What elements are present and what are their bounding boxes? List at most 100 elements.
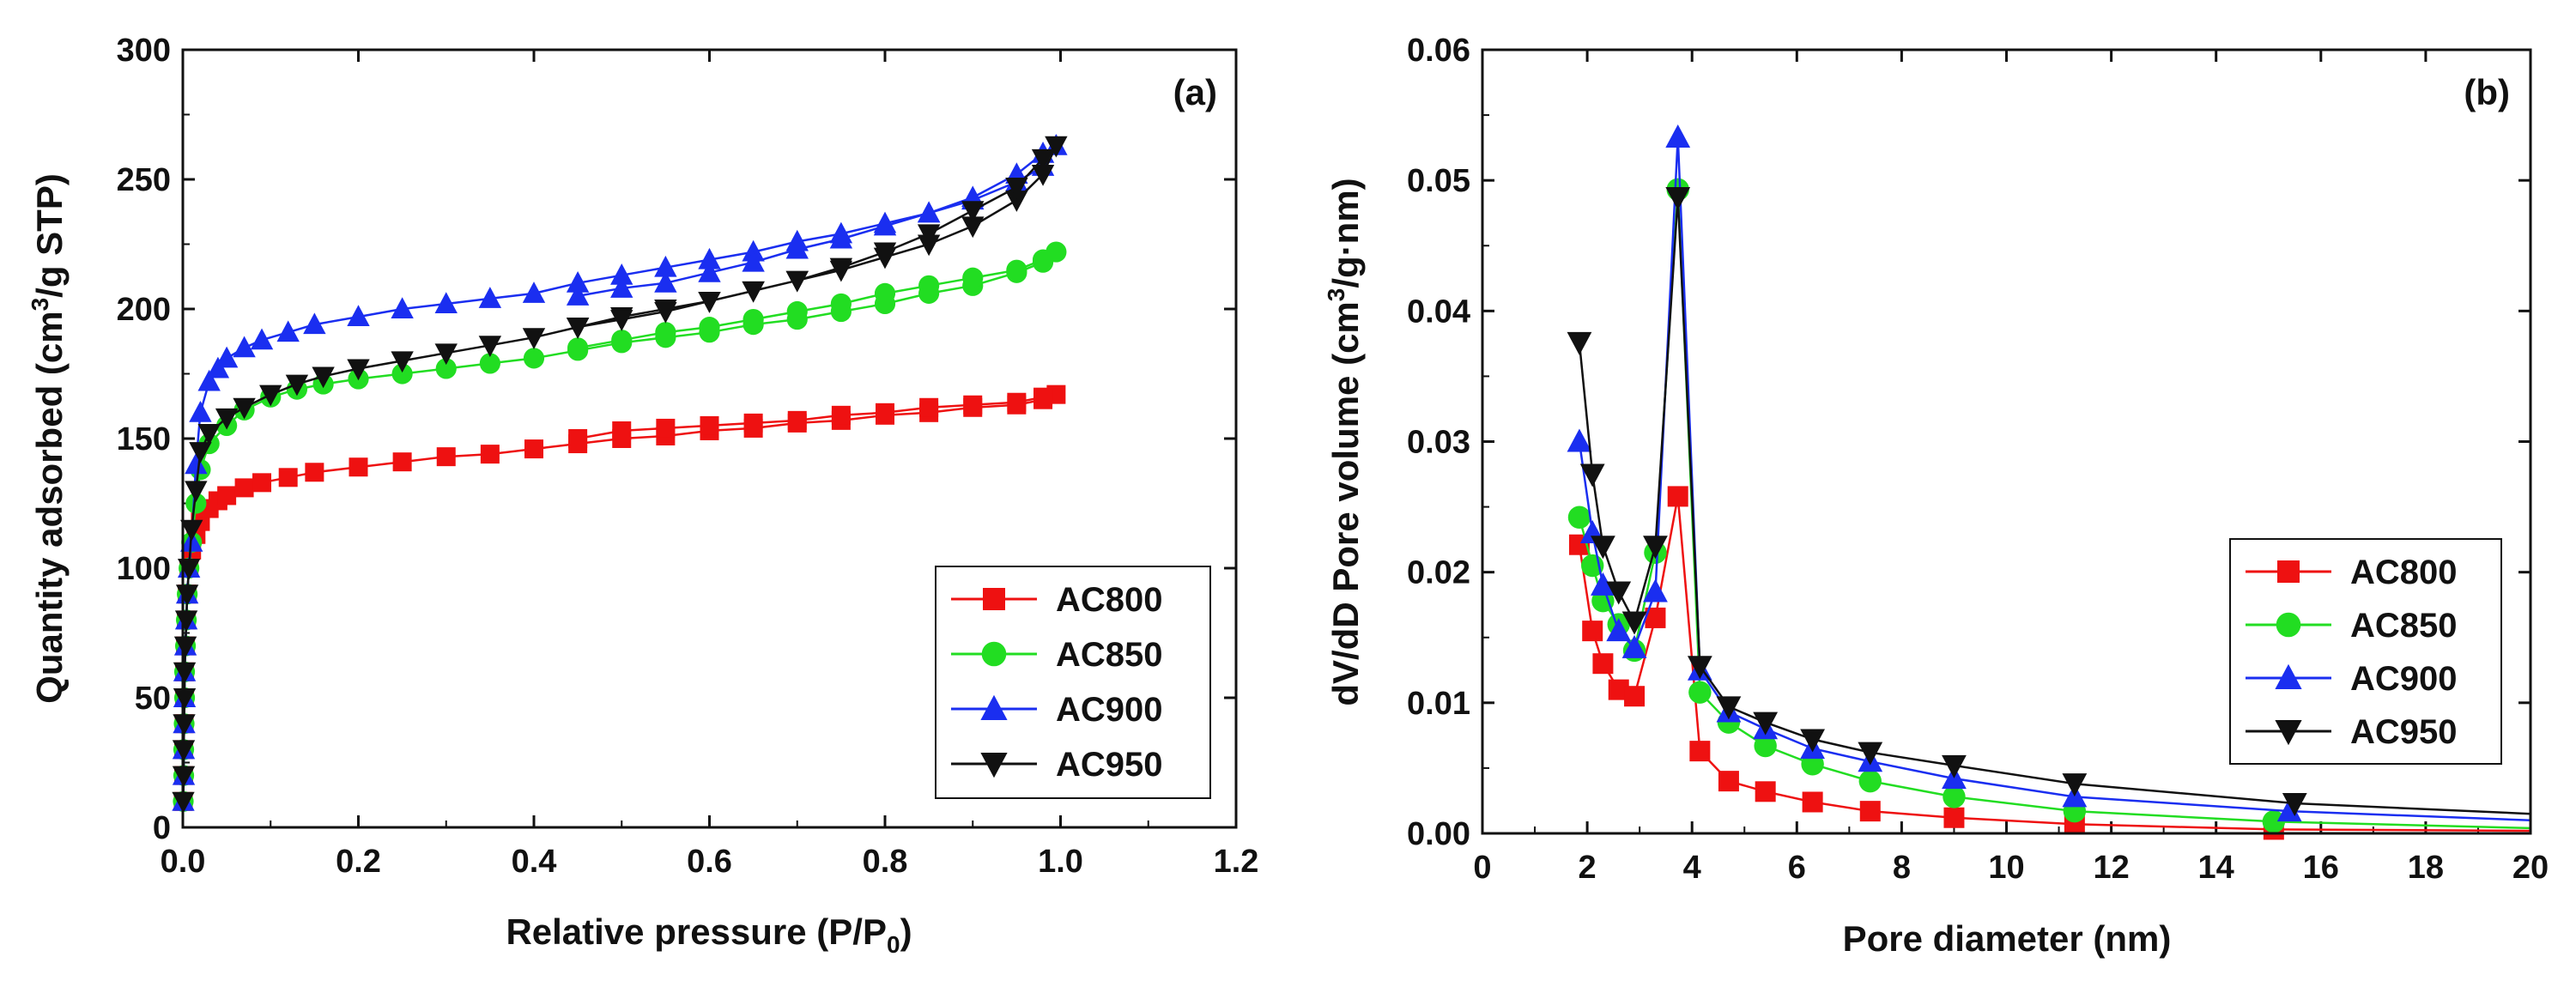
panel-b-ac850-line xyxy=(1578,189,2531,830)
panel-b-xtick-label: 12 xyxy=(2093,850,2129,886)
panel-b-ac950-point xyxy=(1567,331,1592,355)
panel-b-ac900-point xyxy=(1606,618,1632,642)
panel-a-legend-label: AC850 xyxy=(1056,636,1163,674)
panel-a-ac950-point xyxy=(742,281,765,303)
panel-a-ac900-point xyxy=(654,271,677,293)
panel-b-ac800-point xyxy=(1592,653,1614,675)
panel-a-ac800-point xyxy=(349,457,368,477)
panel-b-ac950-point xyxy=(1579,463,1605,487)
panel-a: (a) 0.0 0.2 0.4 0.6 0.8 1.0 1.2 0 50 100 150 200 25… xyxy=(27,33,1258,958)
panel-b-legend-label: AC950 xyxy=(2350,713,2458,751)
panel-a-ac850-point xyxy=(742,308,764,330)
panel-b-legend-box xyxy=(2229,538,2502,765)
panel-a-ac950-point xyxy=(566,318,590,339)
panel-b-ac800-point xyxy=(1943,807,1965,828)
panel-a-ac850-point xyxy=(830,293,852,315)
panel-b-ac950-line xyxy=(1578,197,2531,815)
panel-a-ac950-point xyxy=(961,216,985,239)
panel-a-yticklabels: 0 50 100 150 200 250 300 xyxy=(117,33,171,846)
panel-b-ac950-point xyxy=(1753,711,1779,736)
panel-a-legend-marker xyxy=(981,641,1007,667)
panel-b-ac850-point xyxy=(1688,681,1712,704)
panel-b-y-axis-title: dV/dD Pore volume (cm3/g·nm) xyxy=(1323,178,1366,705)
panel-a-ac900-point xyxy=(233,336,256,358)
panel-a-label: (a) xyxy=(1173,72,1217,112)
panel-a-ac900-point xyxy=(434,292,458,313)
panel-a-ac850-point xyxy=(611,330,633,351)
panel-b-ac800-point xyxy=(1755,781,1776,802)
panel-b-ac950-point xyxy=(2282,793,2307,817)
panel-a-ac850-point xyxy=(962,267,984,288)
panel-b-ytick-label: 0.03 xyxy=(1407,425,1470,461)
panel-a-xtick-label: 0.0 xyxy=(161,844,206,880)
panel-a-ac900-point xyxy=(829,227,853,249)
panel-b-legend-marker xyxy=(2277,560,2300,583)
panel-b-ac950-point xyxy=(1621,611,1647,635)
panel-a-ac950-point xyxy=(1005,178,1028,199)
panel-a-ac950-point xyxy=(215,408,239,430)
panel-a-ac800-point xyxy=(252,473,272,493)
panel-a-legend-marker xyxy=(980,753,1008,778)
panel-b-xtick-label: 6 xyxy=(1788,850,1806,886)
panel-a-legend-label: AC800 xyxy=(1056,581,1163,619)
panel-b-yticklabels: 0.00 0.01 0.02 0.03 0.04 0.05 0.06 xyxy=(1407,33,1470,852)
panel-a-ac850-point xyxy=(1032,249,1054,270)
panel-a-ac950-point xyxy=(180,519,203,542)
panel-a-ac950-point xyxy=(917,224,941,246)
panel-a-ac950-point xyxy=(873,242,897,264)
panel-b: (b) 0 2 4 6 8 10 12 14 16 18 20 0.000.010.020.030.… xyxy=(1323,33,2549,959)
panel-b-series-ac950 xyxy=(1567,186,2531,817)
panel-a-ac800-point xyxy=(480,445,500,464)
panel-b-legend-label: AC850 xyxy=(2350,607,2458,645)
panel-b-ac950-point xyxy=(1942,754,1967,778)
panel-a-ac900-point xyxy=(654,255,677,277)
panel-a-ytick-label: 0 xyxy=(153,810,171,846)
panel-a-ac800-point xyxy=(700,415,719,435)
panel-a-ac900-point xyxy=(873,214,897,236)
panel-a-ac900-point xyxy=(347,305,370,327)
panel-a-ytick-label: 250 xyxy=(117,162,171,198)
panel-a-ytick-label: 50 xyxy=(135,681,171,717)
panel-a-ac800-point xyxy=(278,468,298,487)
panel-b-ac950-point xyxy=(1800,729,1826,753)
panel-a-ac950-point xyxy=(522,328,546,349)
panel-a-ac900-point xyxy=(698,260,721,282)
panel-b-ac950-point xyxy=(2062,773,2088,797)
panel-b-ytick-label: 0.01 xyxy=(1407,686,1470,722)
panel-a-ac850-point xyxy=(435,358,457,379)
panel-a-ac800-point xyxy=(568,429,588,448)
panel-b-xtick-label: 14 xyxy=(2198,850,2234,886)
panel-b-xtick-label: 8 xyxy=(1893,850,1911,886)
panel-b-series xyxy=(1567,124,2531,840)
panel-a-ac800-point xyxy=(876,403,894,422)
panel-a-ac950-point xyxy=(698,291,721,313)
panel-a-ytick-label: 200 xyxy=(117,292,171,328)
panel-a-ac800-point xyxy=(831,405,851,425)
panel-a-ytick-label: 150 xyxy=(117,421,171,457)
panel-b-ac900-point xyxy=(2276,798,2302,822)
panel-a-ac800-point xyxy=(743,413,763,433)
panel-a-legend-label: AC900 xyxy=(1056,691,1163,729)
panel-a-ac850-point xyxy=(185,493,207,514)
panel-a-ac900-point xyxy=(303,312,326,335)
panel-a-ac900-point xyxy=(917,201,941,223)
panel-a-ac850-point xyxy=(479,353,500,374)
panel-a-ac850-point xyxy=(786,300,808,323)
panel-b-xtick-label: 10 xyxy=(1988,850,2024,886)
panel-a-ac800-line xyxy=(182,393,1057,802)
panel-a-ac850-point xyxy=(699,317,720,338)
panel-a-ac900-point xyxy=(215,346,239,368)
panel-a-xticklabels: 0.0 0.2 0.4 0.6 0.8 1.0 1.2 xyxy=(161,844,1259,880)
panel-b-legend-marker xyxy=(2275,720,2302,746)
panel-a-x-axis-title: Relative pressure (P/P0) xyxy=(506,911,912,958)
panel-a-ac850-point xyxy=(523,348,545,369)
panel-a-y-axis-title: Quantity adsorbed (cm3/g STP) xyxy=(27,173,70,704)
panel-b-xtick-label: 2 xyxy=(1579,850,1597,886)
panel-a-ac950-point xyxy=(1045,136,1068,158)
panel-a-legend-label: AC950 xyxy=(1056,746,1163,784)
panel-a-ac800-point xyxy=(305,463,324,482)
panel-b-ac800-point xyxy=(1689,741,1711,762)
panel-a-ac950-point xyxy=(434,343,458,366)
panel-a-xtick-label: 1.0 xyxy=(1038,844,1083,880)
panel-a-ac800-point xyxy=(436,447,456,467)
